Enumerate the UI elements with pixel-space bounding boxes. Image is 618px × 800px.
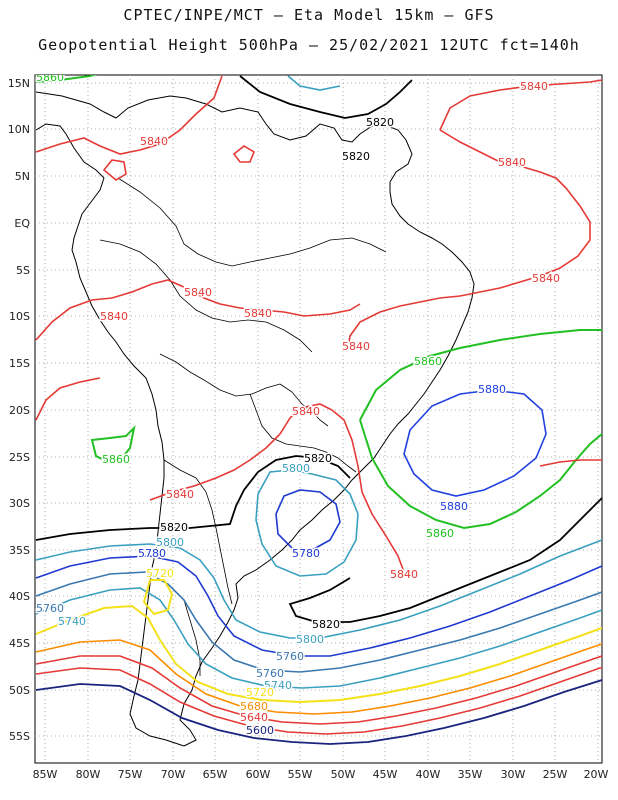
lon-label: 35W <box>458 768 483 781</box>
lat-label: 35S <box>9 544 30 557</box>
contours-5680 <box>35 639 602 715</box>
lon-label: 55W <box>288 768 313 781</box>
contour-label: 5840 <box>244 307 272 320</box>
contours-5880 <box>403 389 547 497</box>
contour-label: 5840 <box>532 272 560 285</box>
contour-label: 5780 <box>292 547 320 560</box>
lon-label: 25W <box>543 768 568 781</box>
contours-5640 <box>35 655 602 735</box>
lon-label: 50W <box>331 768 356 781</box>
contour-label: 5820 <box>366 116 394 129</box>
contour-label: 5820 <box>304 452 332 465</box>
contour-label: 5840 <box>140 135 168 148</box>
lat-label: 25S <box>9 451 30 464</box>
contour-label: 5880 <box>440 500 468 513</box>
lon-label: 30W <box>501 768 526 781</box>
contour-label: 5720 <box>246 686 274 699</box>
contour-label: 5740 <box>58 615 86 628</box>
contour-label: 5800 <box>156 536 184 549</box>
contours-5720 <box>35 579 602 704</box>
contour-label: 5840 <box>184 286 212 299</box>
lat-label: 30S <box>9 497 30 510</box>
map-title-line2: Geopotential Height 500hPa – 25/02/2021 … <box>38 36 580 54</box>
map-title-line1: CPTEC/INPE/MCT – Eta Model 15km – GFS <box>123 6 495 24</box>
contour-labels: 5860 5840 5820 5840 5820 5840 5840 5840 … <box>35 71 562 739</box>
contour-label: 5840 <box>100 310 128 323</box>
lat-label: EQ <box>14 217 30 230</box>
lat-label: 10N <box>8 123 30 136</box>
contours-5840 <box>35 75 602 573</box>
contour-label: 5860 <box>414 355 442 368</box>
contour-label: 5760 <box>276 650 304 663</box>
lat-label: 55S <box>9 730 30 743</box>
latitude-labels: 15N 10N 5N EQ 5S 10S 15S 20S 25S 30S 35S… <box>8 77 31 743</box>
lat-label: 15S <box>9 357 30 370</box>
lat-label: 50S <box>9 684 30 697</box>
contours-5780 <box>35 489 602 657</box>
contour-label: 5840 <box>166 488 194 501</box>
contour-label: 5840 <box>390 568 418 581</box>
coastline-outline <box>35 91 475 747</box>
contours-5600 <box>35 679 602 745</box>
contour-label: 5600 <box>246 724 274 737</box>
lat-label: 20S <box>9 404 30 417</box>
lon-label: 80W <box>76 768 101 781</box>
contours-5740 <box>35 587 602 689</box>
contours-5800 <box>35 75 602 639</box>
lat-label: 10S <box>9 310 30 323</box>
contour-label: 5860 <box>102 453 130 466</box>
lon-label: 85W <box>33 768 58 781</box>
lon-label: 75W <box>118 768 143 781</box>
lat-label: 5N <box>15 170 30 183</box>
lat-label: 5S <box>16 264 30 277</box>
contour-label: 5800 <box>296 633 324 646</box>
contour-label: 5880 <box>478 383 506 396</box>
lon-label: 20W <box>584 768 609 781</box>
contour-label: 5820 <box>160 521 188 534</box>
contour-label: 5740 <box>264 679 292 692</box>
lon-label: 65W <box>203 768 228 781</box>
contour-label: 5680 <box>240 700 268 713</box>
contour-label: 5860 <box>36 71 64 84</box>
country-borders <box>99 177 387 676</box>
contour-label: 5820 <box>312 618 340 631</box>
contour-label: 5760 <box>36 602 64 615</box>
contours-5760 <box>35 571 602 673</box>
contour-label: 5820 <box>342 150 370 163</box>
lat-label: 45S <box>9 637 30 650</box>
contour-label: 5760 <box>256 667 284 680</box>
contour-label: 5840 <box>342 340 370 353</box>
lon-label: 40W <box>416 768 441 781</box>
contour-label: 5640 <box>240 711 268 724</box>
lon-label: 60W <box>246 768 271 781</box>
contour-label: 5840 <box>498 156 526 169</box>
lon-label: 45W <box>373 768 398 781</box>
lat-label: 40S <box>9 590 30 603</box>
longitude-labels: 85W 80W 75W 70W 65W 60W 55W 50W 45W 40W … <box>33 768 609 781</box>
lat-label: 15N <box>8 77 30 90</box>
contour-label: 5800 <box>282 462 310 475</box>
contour-label: 5860 <box>426 527 454 540</box>
contour-label: 5840 <box>292 405 320 418</box>
contours-5860 <box>35 75 602 530</box>
contours-5820 <box>35 75 602 623</box>
contour-label: 5720 <box>146 567 174 580</box>
contour-label: 5840 <box>520 80 548 93</box>
grid-lines <box>35 75 602 763</box>
contour-label: 5780 <box>138 547 166 560</box>
lon-label: 70W <box>161 768 186 781</box>
